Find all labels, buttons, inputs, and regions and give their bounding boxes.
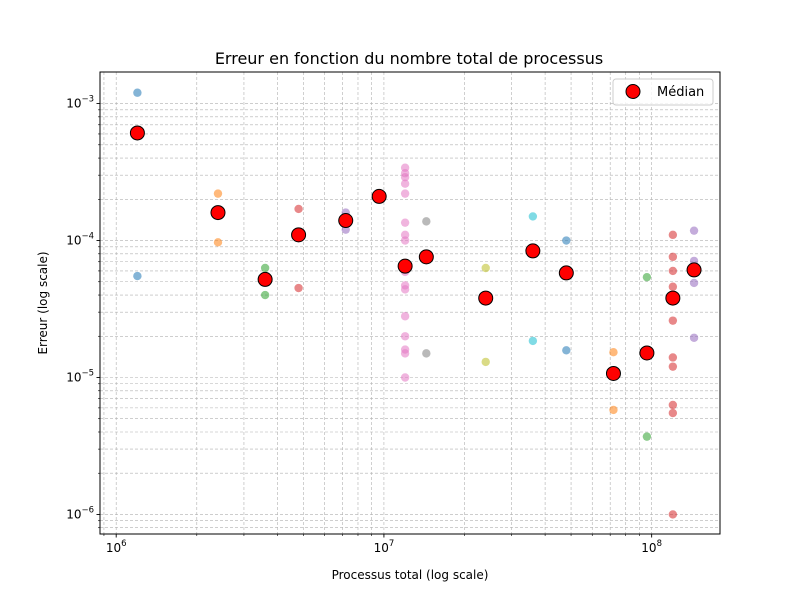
data-point: [689, 278, 699, 288]
median-point: [371, 188, 387, 204]
data-point: [562, 346, 571, 355]
x-tick-label: 108: [641, 539, 662, 555]
median-point: [397, 258, 413, 274]
data-point: [668, 362, 678, 371]
data-point: [400, 236, 410, 245]
median-point: [686, 262, 702, 278]
data-point: [668, 230, 678, 240]
data-point: [528, 212, 538, 221]
data-point: [642, 432, 652, 441]
data-point: [294, 204, 303, 214]
plot-frame: [99, 71, 721, 535]
y-tick-label: 10−5: [66, 368, 94, 384]
median-point: [605, 365, 621, 381]
data-point: [400, 179, 410, 188]
x-tick-label: 106: [106, 539, 127, 555]
data-point: [400, 218, 410, 227]
median-point: [257, 271, 273, 287]
legend-marker: [625, 84, 641, 99]
y-tick-label: 10−6: [66, 505, 94, 521]
y-axis-label: Erreur (log scale): [36, 251, 50, 354]
data-point: [294, 283, 303, 293]
median-point: [338, 213, 354, 229]
data-point: [668, 400, 678, 410]
data-point: [562, 236, 571, 245]
data-point: [481, 263, 490, 273]
data-point: [609, 405, 618, 415]
data-point: [668, 510, 678, 519]
data-point: [400, 285, 410, 294]
axis-ticks: 106 107 108 10−6 10−5 10−4 10−3: [66, 95, 662, 555]
data-point: [400, 373, 410, 382]
data-point: [400, 349, 410, 358]
legend: Médian: [612, 78, 714, 106]
data-point: [400, 172, 410, 182]
x-tick-label: 107: [374, 539, 395, 555]
data-point: [668, 353, 678, 362]
legend-label: Médian: [657, 85, 704, 100]
median-points: [129, 125, 702, 381]
median-point: [418, 249, 434, 265]
data-point: [689, 226, 699, 235]
data-point: [609, 347, 618, 357]
data-point: [689, 333, 699, 342]
data-point: [260, 290, 270, 300]
data-point: [668, 252, 678, 262]
data-point: [400, 332, 410, 341]
data-point: [642, 272, 652, 282]
data-point: [422, 349, 431, 358]
median-point: [558, 265, 574, 281]
data-point: [668, 408, 678, 418]
median-point: [129, 125, 145, 141]
grid: [100, 72, 720, 534]
legend-box: [612, 78, 714, 106]
median-point: [525, 243, 541, 259]
data-point: [133, 271, 142, 281]
median-point: [478, 290, 494, 306]
data-point: [213, 189, 223, 198]
y-tick-label: 10−3: [66, 95, 94, 111]
median-point: [665, 290, 681, 306]
chart-title: Erreur en fonction du nombre total de pr…: [215, 49, 603, 68]
median-point: [291, 227, 307, 243]
data-point: [668, 282, 678, 291]
data-point: [528, 336, 538, 346]
data-point: [668, 266, 678, 276]
median-point: [210, 205, 226, 221]
data-point: [400, 189, 410, 198]
y-tick-label: 10−4: [66, 232, 94, 248]
data-point: [133, 88, 142, 97]
data-point: [260, 263, 270, 273]
data-point: [400, 312, 410, 321]
data-point: [422, 217, 431, 226]
data-point: [213, 238, 223, 247]
data-point: [481, 357, 490, 367]
median-point: [639, 345, 655, 361]
x-axis-label: Processus total (log scale): [332, 568, 489, 582]
data-point: [668, 316, 678, 325]
